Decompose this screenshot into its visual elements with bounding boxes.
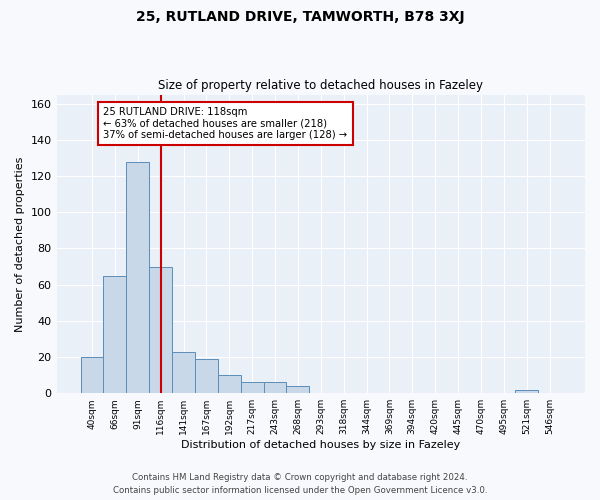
Title: Size of property relative to detached houses in Fazeley: Size of property relative to detached ho… (158, 79, 483, 92)
Bar (80, 357, 103, 393)
Bar (103, 276, 127, 393)
Bar (286, 386, 310, 393)
Bar (515, 390, 538, 393)
Bar (172, 352, 195, 393)
Y-axis label: Number of detached properties: Number of detached properties (15, 156, 25, 332)
Text: 25, RUTLAND DRIVE, TAMWORTH, B78 3XJ: 25, RUTLAND DRIVE, TAMWORTH, B78 3XJ (136, 10, 464, 24)
Bar (263, 382, 286, 393)
Bar (218, 375, 241, 393)
Bar (241, 382, 263, 393)
X-axis label: Distribution of detached houses by size in Fazeley: Distribution of detached houses by size … (181, 440, 460, 450)
Bar (195, 359, 218, 393)
Bar (149, 266, 172, 393)
Bar (127, 162, 149, 393)
Text: 25 RUTLAND DRIVE: 118sqm
← 63% of detached houses are smaller (218)
37% of semi-: 25 RUTLAND DRIVE: 118sqm ← 63% of detach… (103, 107, 347, 140)
Text: Contains HM Land Registry data © Crown copyright and database right 2024.
Contai: Contains HM Land Registry data © Crown c… (113, 473, 487, 495)
